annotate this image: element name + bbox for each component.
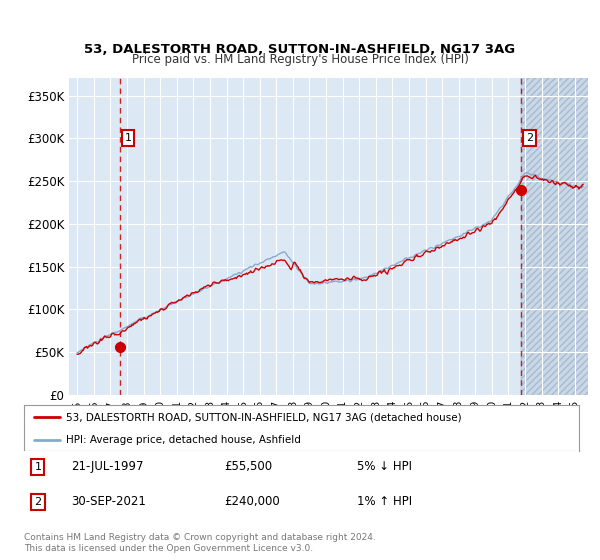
Text: £240,000: £240,000 bbox=[224, 495, 280, 508]
Text: 30-SEP-2021: 30-SEP-2021 bbox=[71, 495, 146, 508]
Text: 2: 2 bbox=[34, 497, 41, 507]
Text: HPI: Average price, detached house, Ashfield: HPI: Average price, detached house, Ashf… bbox=[65, 435, 301, 445]
Text: 53, DALESTORTH ROAD, SUTTON-IN-ASHFIELD, NG17 3AG: 53, DALESTORTH ROAD, SUTTON-IN-ASHFIELD,… bbox=[85, 43, 515, 56]
Text: 1: 1 bbox=[34, 462, 41, 472]
Text: 53, DALESTORTH ROAD, SUTTON-IN-ASHFIELD, NG17 3AG (detached house): 53, DALESTORTH ROAD, SUTTON-IN-ASHFIELD,… bbox=[65, 412, 461, 422]
Text: 1% ↑ HPI: 1% ↑ HPI bbox=[357, 495, 412, 508]
Text: 21-JUL-1997: 21-JUL-1997 bbox=[71, 460, 143, 473]
Text: 5% ↓ HPI: 5% ↓ HPI bbox=[357, 460, 412, 473]
Text: Contains HM Land Registry data © Crown copyright and database right 2024.
This d: Contains HM Land Registry data © Crown c… bbox=[24, 533, 376, 553]
Text: 2: 2 bbox=[526, 133, 533, 143]
Bar bbox=[521, 78, 600, 395]
Text: £55,500: £55,500 bbox=[224, 460, 272, 473]
Text: 1: 1 bbox=[125, 133, 131, 143]
Text: Price paid vs. HM Land Registry's House Price Index (HPI): Price paid vs. HM Land Registry's House … bbox=[131, 53, 469, 66]
